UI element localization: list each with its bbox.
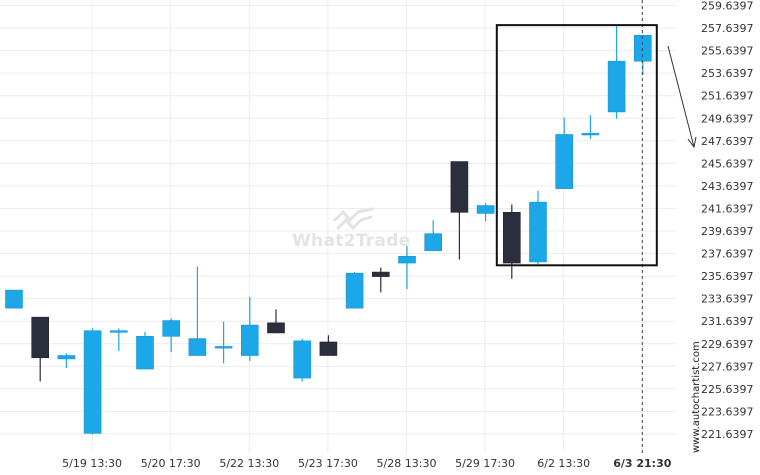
candle	[214, 321, 233, 364]
pattern-annotations	[495, 0, 697, 453]
candle-body-up	[188, 338, 207, 356]
candle	[450, 161, 469, 260]
x-tick-label: 6/2 13:30	[537, 457, 590, 470]
forecast-arrow-line	[667, 45, 695, 148]
candle-body-up	[607, 60, 626, 113]
candle	[371, 267, 390, 293]
y-tick-label: 255.6397	[701, 45, 754, 58]
y-tick-label: 247.6397	[701, 135, 754, 148]
y-tick-label: 225.6397	[701, 383, 754, 396]
candle-body-up	[214, 346, 233, 349]
candle-body-up	[293, 340, 312, 379]
candle	[476, 203, 495, 222]
watermark-logo: What2Trade	[292, 207, 411, 251]
candle-body-up	[57, 355, 76, 360]
candle	[110, 328, 128, 352]
y-tick-label: 259.6397	[701, 0, 754, 13]
candle	[241, 296, 259, 362]
candle	[293, 338, 312, 382]
candle-body-up	[345, 272, 364, 309]
candle-body-up	[424, 233, 443, 251]
y-tick-label: 253.6397	[701, 67, 754, 80]
pattern-highlight-box	[495, 24, 658, 267]
y-tick-label: 243.6397	[701, 180, 754, 193]
candle	[398, 246, 416, 289]
candle-body-up	[5, 289, 23, 309]
candle-body-up	[241, 324, 259, 356]
candle	[502, 204, 521, 279]
y-tick-label: 251.6397	[701, 90, 754, 103]
x-tick-label: 5/28 13:30	[377, 457, 437, 470]
x-tick-label: 5/29 17:30	[455, 457, 515, 470]
candle-body-up	[529, 201, 547, 263]
candle	[581, 115, 600, 140]
x-tick-label: 5/22 13:30	[219, 457, 279, 470]
y-tick-label: 229.6397	[701, 338, 754, 351]
x-tick-label: 5/23 17:30	[298, 457, 358, 470]
y-tick-label: 227.6397	[701, 360, 754, 373]
watermark-text: What2Trade	[292, 231, 411, 251]
candle	[529, 190, 547, 265]
x-axis: 5/19 13:30 5/20 17:30 5/22 13:30 5/23 17:30…	[62, 457, 672, 470]
candle-body-up	[162, 320, 180, 337]
candle	[424, 220, 443, 251]
candle-body-up	[83, 330, 102, 434]
candle	[188, 266, 207, 356]
candle	[5, 289, 23, 309]
candle-body-down	[319, 341, 338, 356]
candle	[345, 272, 364, 309]
candle	[267, 309, 285, 334]
candle	[555, 117, 574, 189]
y-tick-label: 235.6397	[701, 270, 754, 283]
y-tick-label: 231.6397	[701, 315, 754, 328]
y-tick-label: 245.6397	[701, 157, 754, 170]
y-tick-label: 221.6397	[701, 428, 754, 441]
candle	[319, 335, 338, 356]
y-tick-label: 233.6397	[701, 293, 754, 306]
candle-body-up	[398, 255, 416, 264]
candle-body-up	[110, 330, 128, 333]
y-tick-label: 249.6397	[701, 112, 754, 125]
candle	[57, 353, 76, 368]
candle	[162, 318, 180, 353]
candle-body-down	[31, 316, 50, 359]
candle-body-down	[502, 212, 521, 264]
candle-body-down	[267, 322, 285, 334]
y-tick-label: 241.6397	[701, 202, 754, 215]
candle	[31, 316, 50, 382]
candle-body-up	[136, 336, 154, 370]
candle-body-up	[555, 134, 574, 189]
x-tick-label: 6/3 21:30	[613, 457, 672, 470]
candle	[136, 331, 154, 370]
candle-body-up	[581, 133, 600, 136]
candles	[5, 26, 652, 435]
candle	[83, 328, 102, 435]
candle	[607, 26, 626, 119]
y-tick-label: 223.6397	[701, 405, 754, 418]
candle-body-down	[450, 161, 469, 213]
y-tick-label: 257.6397	[701, 22, 754, 35]
forecast-arrow-head	[687, 136, 697, 149]
x-tick-label: 5/20 17:30	[141, 457, 201, 470]
watermark-icon	[333, 207, 374, 230]
y-axis: 259.6397 257.6397 255.6397 253.6397 251.6397…	[701, 0, 754, 441]
grid-lines	[0, 0, 676, 453]
candle-body-up	[476, 205, 495, 214]
y-tick-label: 239.6397	[701, 225, 754, 238]
y-tick-label: 237.6397	[701, 248, 754, 261]
candle-body-down	[371, 271, 390, 277]
credit-text: www.autochartist.com	[691, 341, 702, 453]
x-tick-label: 5/19 13:30	[62, 457, 122, 470]
